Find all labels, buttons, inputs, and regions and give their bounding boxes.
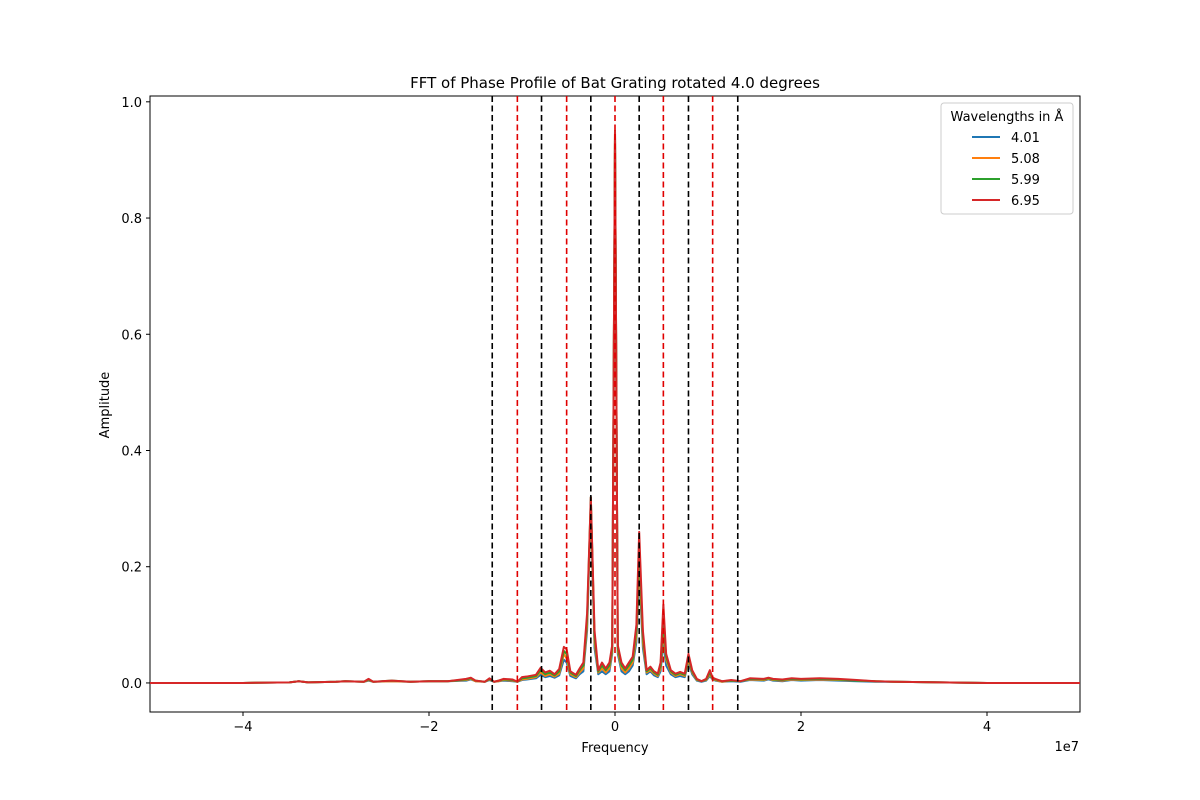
x-offset-label: 1e7 — [1054, 740, 1079, 755]
legend-box — [940, 102, 1074, 215]
y-axis-label: Amplitude — [98, 372, 113, 439]
y-tick-label: 0.0 — [121, 677, 142, 692]
x-tick-label: −4 — [233, 720, 252, 735]
series-line-6.95 — [150, 129, 1080, 684]
y-tick-label: 0.6 — [121, 328, 142, 343]
x-tick-label: 0 — [611, 720, 619, 735]
y-axis-ticks: 0.0 0.2 0.4 0.6 0.8 1.0 — [121, 96, 150, 692]
x-tick-label: 2 — [797, 720, 805, 735]
chart-title: FFT of Phase Profile of Bat Grating rota… — [410, 74, 820, 92]
legend-label-5.08: 5.08 — [1011, 152, 1040, 167]
legend-label-6.95: 6.95 — [1011, 194, 1040, 209]
x-axis-label: Frequency — [581, 741, 648, 756]
legend-label-4.01: 4.01 — [1011, 131, 1040, 146]
y-tick-label: 0.4 — [121, 444, 142, 459]
plot-area — [149, 95, 1081, 713]
x-tick-label: −2 — [419, 720, 438, 735]
y-tick-label: 0.2 — [121, 561, 142, 576]
y-tick-label: 0.8 — [121, 212, 142, 227]
legend-title: Wavelengths in Å — [951, 109, 1064, 125]
legend: Wavelengths in Å 4.01 5.08 5.99 6.95 — [940, 102, 1074, 215]
legend-label-5.99: 5.99 — [1011, 173, 1040, 188]
x-tick-label: 4 — [983, 720, 991, 735]
y-tick-label: 1.0 — [121, 96, 142, 111]
x-axis-ticks: −4 −2 0 2 4 — [233, 712, 991, 735]
